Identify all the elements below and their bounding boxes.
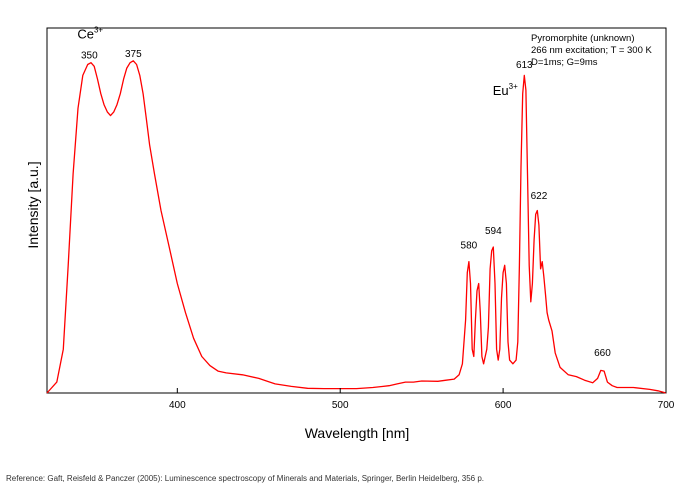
ion-label: Eu3+	[493, 82, 518, 98]
x-tick-label: 500	[332, 400, 349, 411]
peak-label: 350	[81, 51, 98, 62]
x-tick-label: 600	[495, 400, 512, 411]
x-tick-label: 400	[169, 400, 186, 411]
info-line: 266 nm excitation; T = 300 K	[531, 45, 653, 56]
peak-label: 622	[531, 191, 548, 202]
ion-label: Ce3+	[77, 25, 103, 41]
plot-frame	[46, 27, 667, 394]
x-tick-label: 700	[658, 400, 675, 411]
x-axis-label: Wavelength [nm]	[305, 425, 410, 441]
peak-label: 375	[125, 49, 142, 60]
peak-label: 660	[594, 348, 611, 359]
info-box: Pyromorphite (unknown)266 nm excitation;…	[531, 33, 653, 68]
x-axis-ticks: 400 500 600 700	[169, 388, 675, 411]
info-line: D=1ms; G=9ms	[531, 57, 598, 68]
reference-text: Reference: Gaft, Reisfeld & Panczer (200…	[6, 474, 485, 483]
spectrum-chart: 400 500 600 700 Ce3+ Eu3+ 350 375 613 622 580 594 6…	[25, 25, 675, 441]
y-axis-label: Intensity [a.u.]	[25, 161, 41, 248]
info-line: Pyromorphite (unknown)	[531, 33, 635, 44]
peak-labels: Ce3+ Eu3+ 350 375 613 622 580 594 660	[77, 25, 611, 359]
peak-label: 594	[485, 226, 502, 237]
plot-layer	[46, 27, 667, 394]
peak-label: 580	[461, 240, 478, 251]
spectrum-line-0	[46, 60, 667, 394]
peak-label: 613	[516, 60, 533, 71]
